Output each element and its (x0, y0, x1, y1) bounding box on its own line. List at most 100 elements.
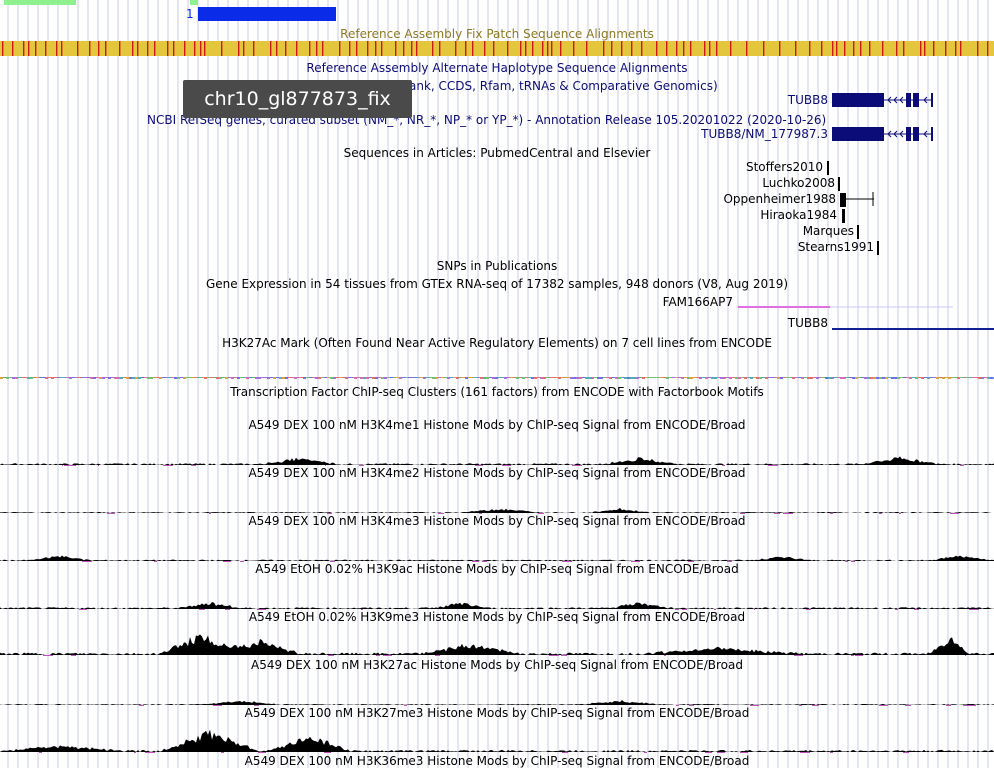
h3k27ac-signal (486, 377, 489, 379)
h3k27ac-signal (885, 377, 888, 379)
h3k27ac-signal (87, 377, 90, 378)
histone-signal-gap (438, 513, 444, 514)
h3k27ac-signal (870, 377, 873, 379)
h3k27ac-signal (966, 377, 969, 378)
fix-patch-tick (836, 41, 838, 56)
fix-patch-track-title[interactable]: Reference Assembly Fix Patch Sequence Al… (340, 27, 654, 41)
h3k27ac-signal (123, 377, 126, 378)
fix-patch-tick (173, 41, 175, 56)
h3k27ac-signal (54, 377, 57, 378)
h3k27ac-signal (357, 377, 360, 378)
histone-signal-gap (722, 465, 725, 466)
h3k27ac-signal (309, 377, 312, 378)
fix-patch-tick (375, 41, 377, 56)
fix-patch-tick (603, 41, 605, 56)
articles-track-title[interactable]: Sequences in Articles: PubmedCentral and… (343, 146, 651, 160)
h3k27ac-signal (984, 377, 987, 378)
h3k27ac-signal (192, 377, 195, 378)
h3k27ac-signal (60, 377, 63, 378)
h3k27ac-signal (927, 377, 930, 379)
h3k27ac-track-title[interactable]: H3K27Ac Mark (Often Found Near Active Re… (222, 336, 772, 350)
h3k27ac-signal (831, 377, 834, 379)
histone-track-title-h3k4me2[interactable]: A549 DEX 100 nM H3K4me2 Histone Mods by … (248, 466, 746, 480)
histone-signal-gap (794, 655, 803, 656)
article-luchko2008[interactable]: Luchko2008 (762, 176, 835, 190)
h3k27ac-signal (948, 377, 951, 379)
h3k27ac-signal (882, 377, 885, 379)
h3k27ac-signal (366, 377, 369, 379)
histone-signal-gap (98, 465, 99, 466)
h3k27ac-signal (168, 377, 171, 378)
h3k27ac-signal (30, 377, 33, 379)
alt-haplotype-track-title[interactable]: Reference Assembly Alternate Haplotype S… (306, 61, 688, 75)
histone-track-title-h3k27me3[interactable]: A549 DEX 100 nM H3K27me3 Histone Mods by… (244, 706, 750, 720)
gene-exon (832, 127, 838, 141)
tfbs-track-title[interactable]: Transcription Factor ChIP-seq Clusters (… (230, 385, 764, 399)
h3k27ac-signal (339, 377, 342, 378)
h3k27ac-signal (117, 377, 120, 379)
h3k27ac-signal (246, 377, 249, 379)
histone-signal-gap (404, 705, 407, 706)
h3k27ac-signal (720, 377, 723, 379)
histone-track-title-h3k36me3[interactable]: A549 DEX 100 nM H3K36me3 Histone Mods by… (244, 754, 750, 768)
article-hiraoka1984[interactable]: Hiraoka1984 (760, 208, 837, 222)
blue-alignment-bar[interactable] (198, 7, 336, 21)
h3k27ac-signal (873, 377, 876, 379)
h3k27ac-signal (273, 377, 276, 379)
h3k27ac-signal (696, 377, 699, 378)
article-stoffers2010[interactable]: Stoffers2010 (745, 160, 823, 174)
gene-exon (913, 127, 919, 141)
h3k27ac-signal (795, 377, 798, 378)
h3k27ac-signal (570, 377, 573, 379)
gene-label-tubb8[interactable]: TUBB8 (787, 93, 828, 107)
gtex-bar-fam166ap7 (738, 306, 830, 308)
h3k27ac-signal (693, 377, 696, 378)
article-stearns1991[interactable]: Stearns1991 (797, 240, 874, 254)
gtex-gene-fam166ap7[interactable]: FAM166AP7 (662, 295, 733, 309)
h3k27ac-signal (324, 377, 327, 378)
h3k27ac-signal (699, 377, 702, 379)
h3k27ac-signal (261, 377, 264, 378)
histone-signal (0, 456, 994, 465)
article-marques[interactable]: Marques (802, 224, 854, 238)
h3k27ac-signal (114, 377, 117, 379)
h3k27ac-signal (399, 377, 402, 379)
h3k27ac-signal (792, 377, 795, 379)
article-oppenheimer1988[interactable]: Oppenheimer1988 (723, 192, 836, 206)
histone-track-title-h3k4me3[interactable]: A549 DEX 100 nM H3K4me3 Histone Mods by … (248, 514, 746, 528)
gtex-track-title[interactable]: Gene Expression in 54 tissues from GTEx … (205, 277, 789, 291)
histone-track-title-h3k27ac[interactable]: A549 DEX 100 nM H3K27ac Histone Mods by … (251, 658, 743, 672)
h3k27ac-signal (726, 377, 729, 378)
histone-signal-gap (213, 705, 222, 706)
histone-signal-gap (750, 705, 759, 706)
h3k27ac-signal (84, 377, 87, 378)
h3k27ac-signal (129, 377, 132, 379)
h3k27ac-signal (186, 377, 189, 378)
histone-track-title-h3k9ac[interactable]: A549 EtOH 0.02% H3K9ac Histone Mods by C… (255, 562, 739, 576)
h3k27ac-signal (327, 377, 330, 378)
h3k27ac-signal (120, 377, 123, 379)
histone-signal-gap (562, 752, 568, 753)
h3k27ac-signal (930, 377, 933, 378)
h3k27ac-signal (480, 377, 483, 379)
histone-track-title-h3k9me3[interactable]: A549 EtOH 0.02% H3K9me3 Histone Mods by … (248, 610, 746, 624)
gene-label-nm-177987[interactable]: TUBB8/NM_177987.3 (701, 127, 828, 141)
snps-track-title[interactable]: SNPs in Publications (436, 259, 558, 273)
fix-patch-tick (253, 41, 255, 56)
h3k27ac-signal (732, 377, 735, 378)
h3k27ac-signal (660, 377, 663, 378)
histone-signal-gap (786, 513, 793, 514)
fix-patch-tick (551, 41, 553, 56)
gtex-gene-tubb8[interactable]: TUBB8 (787, 316, 828, 330)
histone-signal-gap (327, 513, 332, 514)
histone-signal-gap (714, 609, 716, 610)
genbank-track-title[interactable]: ank, CCDS, Rfam, tRNAs & Comparative Gen… (409, 79, 718, 93)
h3k27ac-signal (756, 377, 759, 379)
h3k27ac-signal (456, 377, 459, 379)
histone-track-title-h3k4me1[interactable]: A549 DEX 100 nM H3K4me1 Histone Mods by … (248, 418, 746, 432)
fix-patch-tick (455, 41, 457, 56)
